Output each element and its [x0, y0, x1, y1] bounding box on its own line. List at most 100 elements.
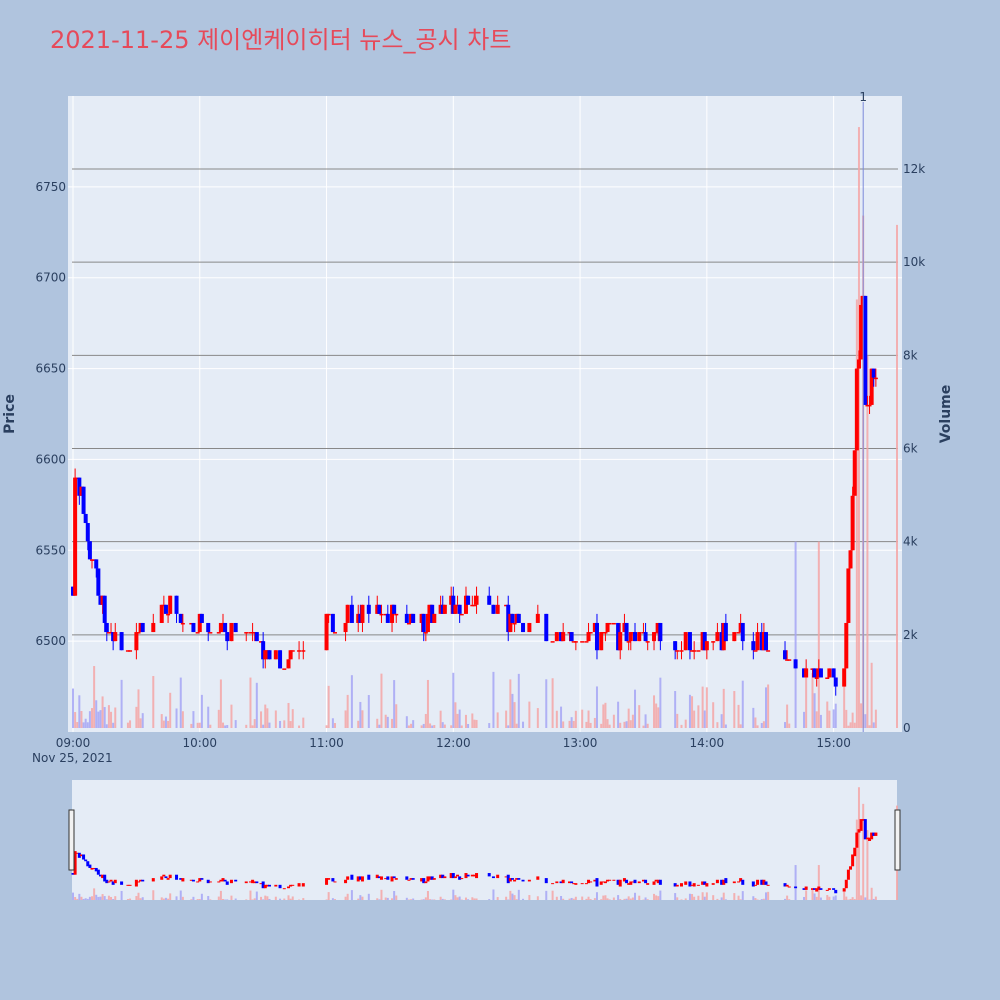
slider-candle — [139, 879, 143, 882]
candle-body — [406, 622, 411, 625]
slider-candle — [103, 874, 107, 882]
candle-body — [206, 622, 211, 633]
slider-volume-bar — [794, 865, 797, 900]
slider-volume-bar — [733, 893, 736, 900]
candle-body — [463, 595, 468, 614]
slider-volume-bar — [391, 898, 394, 900]
candle-body — [438, 604, 443, 614]
candle-body — [332, 632, 337, 634]
candle-body — [377, 604, 382, 614]
candle-body — [345, 604, 350, 623]
candle-body — [423, 632, 428, 634]
candle-body — [390, 604, 395, 623]
volume-bar — [395, 704, 398, 728]
volume-bar — [657, 707, 660, 728]
candle-body — [178, 613, 183, 623]
volume-tick-label: 6k — [903, 442, 918, 456]
candle-body — [197, 613, 202, 633]
slider-volume-bar — [380, 889, 383, 900]
slider-candle — [253, 881, 257, 884]
volume-bar — [595, 686, 598, 728]
slider-volume-bar — [112, 899, 115, 900]
slider-volume-bar — [638, 895, 641, 900]
slider-volume-bar — [560, 895, 563, 900]
slider-volume-bar — [623, 898, 626, 900]
slider-volume-bar — [528, 895, 531, 900]
candle-body — [854, 368, 859, 451]
candle-body — [833, 677, 838, 687]
volume-bar — [141, 713, 144, 728]
slider-volume-bar — [378, 899, 381, 900]
slider-volume-bar — [88, 896, 91, 900]
candle-body — [166, 613, 171, 616]
volume-bar — [767, 684, 770, 728]
price-tick-label: 6500 — [35, 634, 66, 648]
volume-bar — [160, 714, 163, 728]
candle-body — [92, 559, 97, 561]
volume-bar — [120, 679, 123, 728]
slider-volume-bar — [129, 898, 132, 900]
slider-candle — [420, 878, 424, 882]
slider-candle — [701, 881, 705, 885]
main-plot-area[interactable] — [68, 96, 902, 732]
slider-candle — [783, 883, 787, 887]
slider-volume-bar — [697, 895, 700, 900]
slider-volume-bar — [99, 896, 102, 900]
slider-volume-bar — [266, 896, 269, 900]
slider-candle — [572, 883, 576, 885]
slider-volume-bar — [464, 897, 467, 900]
candle-body — [248, 632, 253, 634]
volume-bar — [169, 692, 172, 728]
candle-body — [383, 613, 388, 616]
volume-bar — [439, 710, 442, 728]
slider-volume-bar — [619, 899, 622, 900]
slider-candle — [181, 878, 185, 882]
volume-bar — [786, 704, 789, 728]
candle-body — [138, 622, 143, 633]
volume-bar — [855, 299, 858, 728]
volume-tick-label: 0 — [903, 721, 911, 735]
volume-bar — [391, 718, 394, 728]
slider-volume-bar — [562, 898, 565, 900]
slider-candle — [113, 879, 117, 884]
slider-candle — [441, 874, 445, 879]
slider-candle — [297, 883, 301, 887]
slider-volume-bar — [866, 830, 869, 900]
volume-bar — [581, 709, 584, 728]
candle-body — [856, 359, 861, 369]
slider-volume-bar — [471, 897, 474, 900]
candle-body — [254, 632, 259, 642]
candle-body — [704, 641, 709, 651]
slider-volume-bar — [395, 895, 398, 900]
candle-body — [265, 650, 270, 652]
volume-bar — [684, 719, 687, 728]
slider-volume-bar — [80, 896, 83, 900]
range-slider-handle-left[interactable] — [68, 809, 75, 871]
range-slider[interactable] — [72, 780, 897, 900]
slider-candle — [77, 852, 81, 858]
slider-candle — [574, 883, 578, 885]
candle-body — [466, 595, 471, 605]
candle-body — [326, 613, 331, 616]
slider-volume-bar — [249, 890, 252, 900]
candle-body — [451, 595, 456, 614]
candle-body — [425, 613, 430, 633]
slider-candle — [874, 832, 878, 836]
slider-volume-bar — [433, 899, 436, 900]
volume-bar — [175, 708, 178, 728]
slider-volume-bar — [439, 896, 442, 900]
slider-volume-bar — [95, 894, 98, 900]
slider-candle — [175, 874, 179, 880]
volume-bar — [568, 720, 571, 728]
volume-bar — [302, 717, 305, 728]
candle-body — [223, 622, 228, 633]
slider-volume-bar — [192, 896, 195, 900]
slider-volume-bar — [691, 894, 694, 900]
candle-body — [140, 622, 145, 633]
range-slider-handle-right[interactable] — [894, 809, 901, 871]
price-axis-title: Price — [2, 394, 18, 434]
volume-bar — [653, 695, 656, 728]
candle-body — [802, 668, 807, 678]
volume-bar — [376, 718, 379, 728]
candle-body — [740, 622, 745, 642]
